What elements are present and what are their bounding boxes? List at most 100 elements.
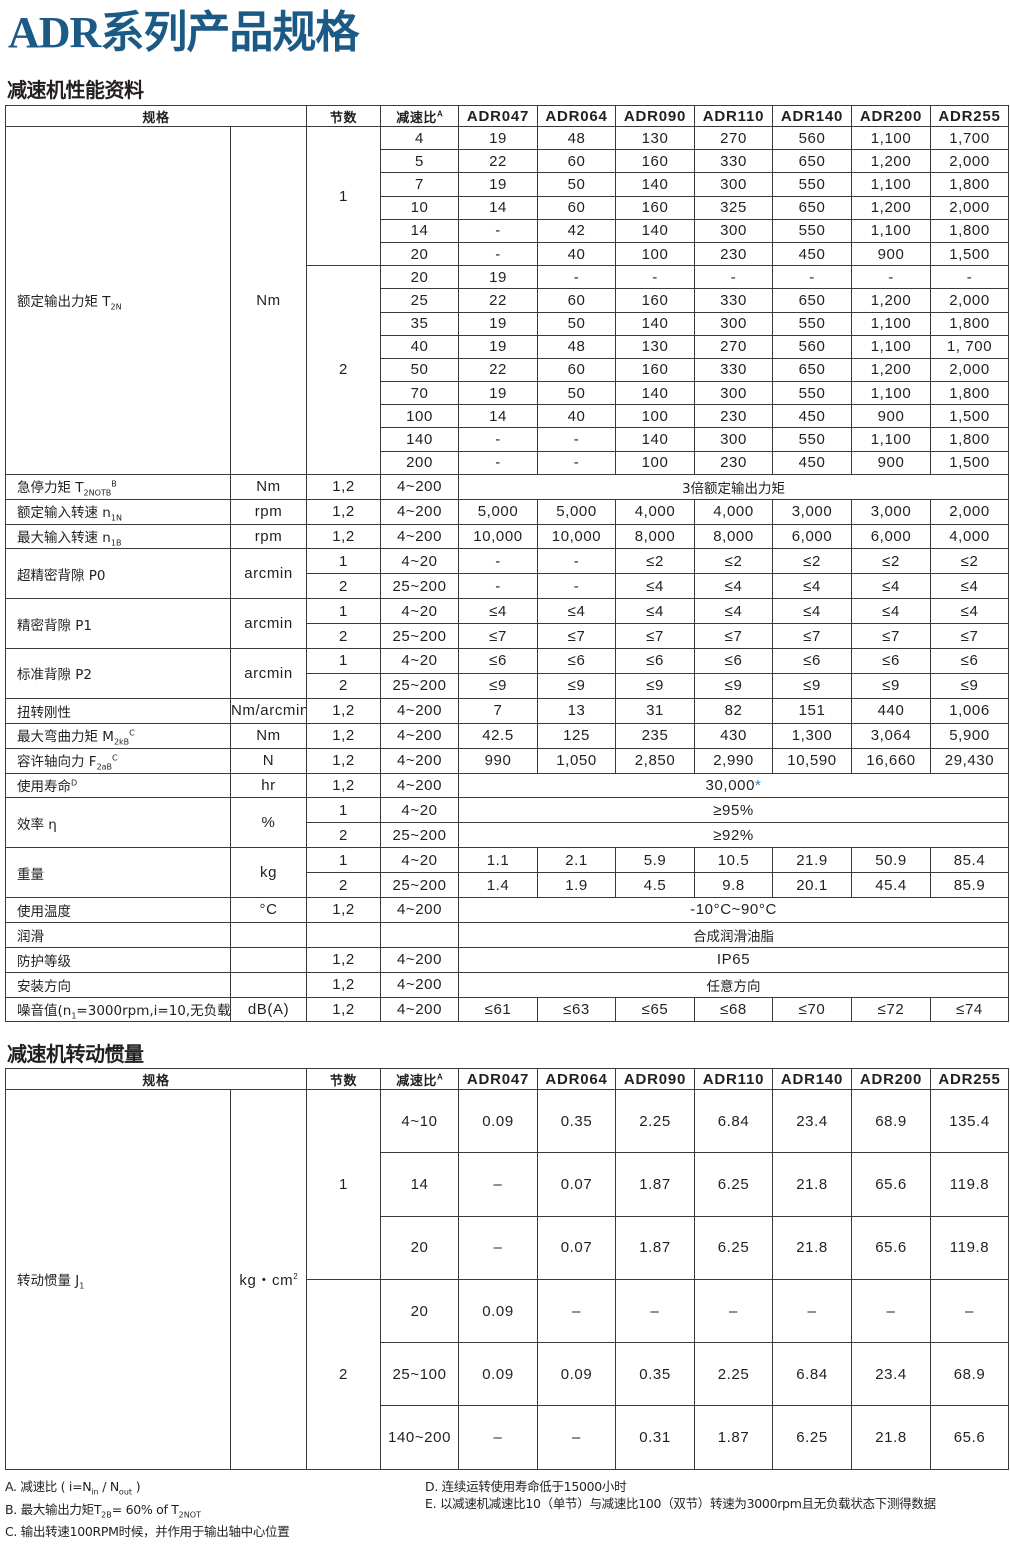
merged-value-cell: IP65 [458, 946, 1010, 973]
value-cell-adr064: 2.1 [537, 847, 617, 874]
value-cell-adr110: 330 [694, 149, 774, 174]
merged-value: 任意方向 [706, 978, 761, 995]
value-cell-adr110: ≤4 [694, 598, 774, 625]
unit-text: kg [259, 864, 278, 882]
value-cell-adr140: 560 [772, 125, 853, 151]
value-cell-adr140: ≤4 [772, 598, 853, 625]
ratio-cell: 140~200 [380, 1405, 460, 1470]
header-ratio-label: 减速比 [396, 1072, 438, 1088]
value-cell-adr110: 230 [694, 450, 774, 475]
value-cell-adr047: 7 [458, 697, 539, 724]
value-cell-adr110: 330 [694, 288, 774, 313]
value-cell-adr200: 21.8 [851, 1405, 932, 1470]
parameter-label: 精密背隙 P1 [5, 598, 231, 650]
value-cell-adr200: 16,660 [851, 747, 932, 774]
label-text: 超精密背隙 P0 [17, 567, 106, 584]
table-row: 40 19 48 130 270 560 1,100 1, 700 [6, 334, 1010, 359]
value-cell-adr255: 68.9 [930, 1342, 1010, 1407]
value-cell-adr255: 1,800 [930, 172, 1010, 197]
ratio-cell: 25~200 [380, 623, 460, 650]
merged-value-cell: 30,000* [458, 772, 1010, 799]
ratio-cell: 4~200 [380, 498, 460, 525]
value-cell-adr255: 1,700 [930, 125, 1010, 151]
value-cell-adr200: 1,200 [851, 288, 932, 313]
parameter-unit: N [229, 747, 308, 774]
value-cell-adr090: 140 [615, 427, 696, 452]
value-cell-adr200: - [851, 265, 932, 290]
label-text: 转动惯量 J [17, 1272, 80, 1289]
parameter-label: 重量 [5, 847, 231, 898]
unit-text: Nm [256, 727, 281, 745]
merged-value-cell: ≥95% [458, 797, 1010, 824]
stage-cell: 2 [306, 1278, 382, 1470]
parameter-label: 使用寿命D [5, 772, 231, 799]
stage-cell: 1 [306, 648, 382, 674]
label-text: 标准背隙 P2 [17, 667, 93, 684]
value-cell-adr255: 2,000 [930, 498, 1010, 525]
parameter-label: 噪音值(n1=3000rpm,i=10,无负载)E [5, 996, 231, 1023]
value-cell-adr090: ≤6 [615, 648, 696, 674]
table-row: 效率 η% 1 4~20 ≥95% [5, 797, 1010, 849]
merged-value-cell: 任意方向 [458, 971, 1010, 998]
ratio-cell: 20 [380, 1215, 460, 1280]
stage-cell: 1 [306, 125, 382, 267]
value-cell-adr047: 0.09 [458, 1088, 539, 1154]
value-cell-adr140: 550 [772, 218, 853, 243]
value-cell-adr064: – [537, 1405, 617, 1470]
value-cell-adr200: ≤9 [851, 672, 932, 699]
unit-text: % [261, 814, 276, 832]
table-row: 最大输入转速 n1B rpm 1,2 4~200 10,000 10,000 8,000 8,… [5, 523, 1010, 550]
merged-value: 合成润滑油脂 [693, 928, 775, 945]
parameter-label: 使用温度 [5, 896, 231, 923]
ratio-cell: 4~200 [380, 971, 460, 998]
value-cell-adr047: – [458, 1215, 539, 1280]
value-cell-adr090: 8,000 [615, 523, 696, 550]
value-cell-adr255: ≤4 [930, 598, 1010, 625]
parameter-unit [229, 971, 308, 998]
label-subscript: 1B [110, 538, 122, 548]
value-cell-adr064: 60 [537, 195, 617, 220]
value-cell-adr110: 9.8 [694, 872, 774, 898]
label-subscript: 1 [71, 1011, 77, 1021]
table-row: 140~200– –0.31 1.87 6.25 21.8 65.6 [6, 1405, 1010, 1470]
table-row: 标准背隙 P2 arcmin 1 4~20 ≤6 ≤6 ≤6 ≤6 ≤6 ≤6 ≤6 [5, 648, 1010, 699]
value-cell-adr140: - [772, 265, 853, 290]
label-text-after: =3000rpm,i=10,无负载) [76, 1002, 231, 1019]
value-cell-adr064: 50 [537, 381, 617, 406]
header-spec: 规格 [4, 1068, 308, 1090]
value-cell-adr255: ≤9 [930, 672, 1010, 699]
stage-cell: 1 [306, 847, 382, 874]
value-cell-adr200: ≤2 [851, 548, 932, 575]
table-row: 超精密背隙 P0 arcmin 1 4~20- - ≤2 ≤2 ≤2 ≤2 ≤2 [5, 548, 1010, 600]
value-cell-adr064: ≤4 [537, 598, 617, 625]
table-row: 防护等级 1,2 4~200 IP65 [5, 946, 1010, 973]
value-cell-adr047: - [458, 427, 539, 452]
label-text: 效率 η [17, 816, 57, 833]
value-cell-adr200: 6,000 [851, 523, 932, 550]
table-row: 10 14 60 160 325 650 1,200 2,000 [6, 195, 1010, 220]
label-text: 噪音值(n [17, 1002, 72, 1019]
ratio-cell: 4~20 [380, 797, 460, 824]
value-cell-adr064: - [537, 427, 617, 452]
value-cell-adr090: 2.25 [615, 1088, 696, 1154]
value-cell-adr047: 1.1 [458, 847, 539, 874]
value-cell-adr064: 0.09 [537, 1342, 617, 1407]
label-subscript: 1 [79, 1281, 85, 1291]
footnote-d: D. 连续运转使用寿命低于15000小时 [425, 1479, 627, 1494]
parameter-label: 安装方向 [5, 971, 231, 998]
value-cell-adr110: 230 [694, 241, 774, 267]
table-row: 2 25~200- - ≤4 ≤4 ≤4 ≤4 ≤4 [6, 573, 1010, 600]
header-model: ADR140 [772, 1068, 853, 1090]
value-cell-adr090: 130 [615, 125, 696, 151]
parameter-label: 标准背隙 P2 [5, 648, 231, 699]
value-cell-adr140: 450 [772, 450, 853, 475]
performance-table: 规格 节数 减速比A ADR047 ADR064 ADR090 ADR110 ADR140 AD… [4, 105, 1010, 1023]
value-cell-adr140: 550 [772, 427, 853, 452]
label-text: 使用寿命 [17, 779, 71, 796]
value-cell-adr047: ≤61 [458, 996, 539, 1023]
value-cell-adr064: 1,050 [537, 747, 617, 774]
value-cell-adr200: 1,100 [851, 381, 932, 406]
value-cell-adr064: ≤63 [537, 996, 617, 1023]
value-cell-adr047: - [458, 573, 539, 600]
parameter-label: 最大输入转速 n1B [5, 523, 231, 550]
